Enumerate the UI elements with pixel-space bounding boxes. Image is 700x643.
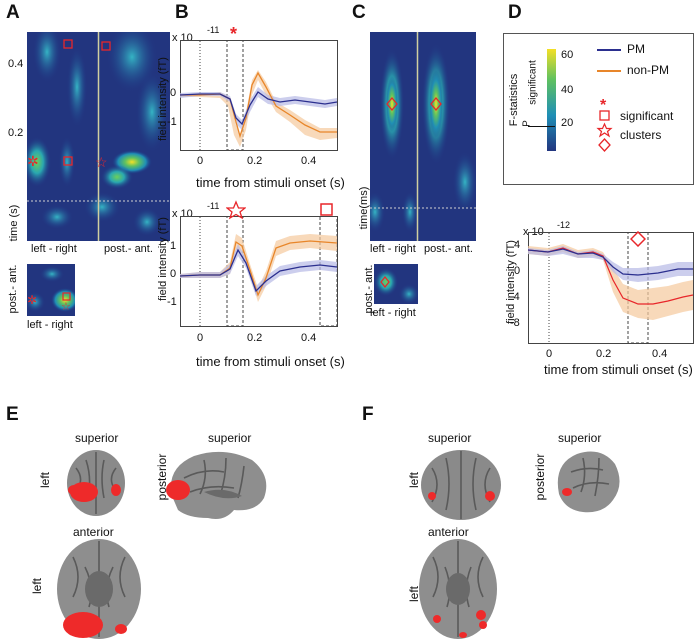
panel-b-bottom-plot [180, 216, 338, 327]
panel-e-brain-sagittal [166, 451, 267, 519]
colorbar [547, 49, 556, 151]
panel-b-bottom-xtick-0: 0 [197, 332, 204, 344]
panel-b-bottom-exp-power: -11 [207, 201, 220, 211]
panel-b-top-xtick-02: 0.2 [247, 155, 263, 167]
panel-d-xtick-0: 0 [546, 348, 553, 360]
legend-sig-markers: * [596, 97, 613, 152]
panel-d-xtick-04: 0.4 [652, 348, 668, 360]
panel-a-xlabel-left: left - right [31, 243, 77, 255]
colorbar-subtitle: significant [527, 60, 539, 105]
colorbar-tick-40: 40 [561, 84, 574, 96]
panel-b-bottom-square-marker [320, 203, 333, 216]
panel-c-ylabel: time(ms) [358, 186, 370, 230]
panel-label-b: B [175, 2, 189, 23]
panel-d-xtick-02: 0.2 [596, 348, 612, 360]
panel-e-superior-1: superior [75, 431, 119, 445]
legend-pm-line [597, 49, 621, 51]
panel-d-diamond-marker [630, 231, 646, 247]
svg-text:☆: ☆ [95, 154, 108, 170]
panel-f-brain-axial [419, 539, 497, 639]
colorbar-threshold-line [528, 126, 555, 127]
panel-b-bottom-ytick-m1: -1 [167, 296, 177, 308]
panel-b-top-xtick-04: 0.4 [301, 155, 317, 167]
panel-c-xlabel-left: left - right [370, 243, 416, 255]
panel-b-bottom-xtick-02: 0.2 [247, 332, 263, 344]
panel-f-superior-2: superior [558, 431, 602, 445]
svg-text:☆: ☆ [61, 301, 71, 313]
panel-a-ytick-04: 0.4 [8, 58, 24, 70]
panel-label-d: D [508, 2, 522, 23]
panel-label-a: A [6, 2, 20, 23]
colorbar-title: F-statistics [508, 73, 520, 127]
panel-d-ytick-4: 4 [514, 239, 521, 251]
panel-c-inset-heatmap [374, 264, 418, 304]
panel-d-ytick-m4: -4 [510, 291, 520, 303]
panel-b-top-xtick-0: 0 [197, 155, 204, 167]
panel-f-brain-superior [421, 450, 501, 520]
panel-a-inset-ylabel: post.- ant. [7, 264, 19, 314]
legend-non-pm-label: non-PM [627, 63, 670, 77]
panel-d-xlabel: time from stimuli onset (s) [544, 362, 693, 377]
panel-b-bottom-star-marker [226, 200, 246, 220]
colorbar-p-symbol: P [521, 120, 533, 127]
legend-sig-label-2: clusters [620, 128, 662, 142]
panel-e-left-2: left [30, 578, 44, 595]
legend-sig-label-1: significant [620, 109, 674, 123]
panel-c-xlabel-right: post.- ant. [424, 243, 473, 255]
panel-d-exp-power: -12 [557, 220, 571, 230]
legend-pm-label: PM [627, 42, 645, 56]
panel-d-ytick-m8: -8 [510, 317, 520, 329]
svg-text:✲: ✲ [27, 153, 39, 169]
svg-text:*: * [600, 97, 607, 114]
panel-f-posterior: posterior [533, 453, 547, 501]
panel-e-anterior: anterior [73, 525, 114, 539]
panel-e-brain-axial [57, 539, 141, 639]
panel-label-e: E [6, 404, 19, 425]
panel-b-top-ytick-m1: -1 [167, 116, 177, 128]
panel-e-superior-2: superior [208, 431, 252, 445]
panel-a-ytick-02: 0.2 [8, 127, 24, 139]
panel-b-bottom-xlabel: time from stimuli onset (s) [196, 354, 345, 369]
panel-c-heatmap [370, 32, 476, 241]
colorbar-tick-20: 20 [561, 117, 574, 129]
panel-b-top-ytick-0: 0 [170, 87, 177, 99]
panel-c-inset-xlabel: left - right [370, 307, 416, 319]
panel-a-inset-xlabel: left - right [27, 319, 73, 331]
panel-a-markers: ✲ ☆ [27, 39, 111, 170]
panel-b-top-plot [180, 40, 338, 151]
panel-b-top-sig-marker: * [230, 24, 238, 44]
panel-d-plot [528, 232, 694, 344]
panel-b-bottom-ytick-0: 0 [170, 268, 177, 280]
panel-b-bottom-xtick-04: 0.4 [301, 332, 317, 344]
panel-a-ylabel: time (s) [8, 204, 20, 242]
panel-b-top-exp-power: -11 [207, 25, 220, 35]
panel-f-brain-sagittal [557, 451, 620, 513]
panel-a-xlabel-right: post.- ant. [104, 243, 153, 255]
svg-text:✲: ✲ [27, 293, 37, 307]
panel-b-top-ylabel: field intensity (fT) [157, 57, 169, 141]
legend-box [503, 33, 694, 185]
panel-e-brain-superior-small [67, 450, 125, 516]
panel-b-bottom-ytick-1: 1 [170, 240, 177, 252]
panel-f-superior-1: superior [428, 431, 472, 445]
panel-label-c: C [352, 2, 366, 23]
colorbar-tick-60: 60 [561, 49, 574, 61]
legend-non-pm-line [597, 70, 621, 72]
panel-label-f: F [362, 404, 374, 425]
panel-a-inset-heatmap: ✲ ☆ [27, 264, 75, 316]
panel-e-left-1: left [38, 472, 52, 489]
panel-f-anterior: anterior [428, 525, 469, 539]
panel-a-heatmap [27, 32, 170, 241]
panel-b-top-xlabel: time from stimuli onset (s) [196, 175, 345, 190]
panel-d-ytick-0: 0 [514, 265, 521, 277]
